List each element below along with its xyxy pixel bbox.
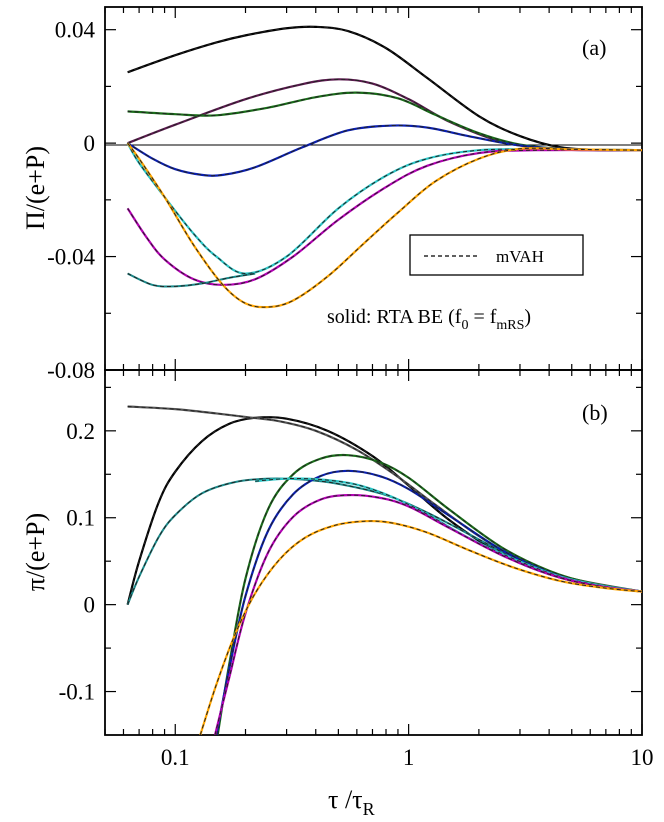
x-tick-label: 0.1 [161,745,190,770]
mvah-dashed-teal-dashed [127,273,256,288]
panel-a-series [126,25,642,309]
legend-box: mVAH [409,234,584,276]
mvah-dashed-orange [199,520,642,735]
panel-a-ticks: 0.04 0 -0.04 -0.08 [47,7,643,383]
mvah-dashed-blue [127,124,642,177]
panel-a: 0.04 0 -0.04 -0.08 (a) mVAH solid: RTA BE (… [21,6,643,383]
series-line-orange [199,519,642,735]
y-tick-label: 0.2 [66,419,95,444]
series-line-cyan [255,477,642,593]
y-tick-label: -0.04 [47,245,95,270]
y-tick-label: 0 [84,593,96,618]
series-line-teal-dashed [126,477,642,606]
y-tick-label: 0 [84,131,96,156]
panel-b-ticks: 0.1 1 10 0.2 0.1 0 -0.1 [59,370,654,770]
mvah-dashed-green [127,92,642,151]
series-line-green [216,453,642,735]
x-tick-label: 10 [631,745,654,770]
y-tick-label: 0.1 [66,506,95,531]
solid-note: solid: RTA BE (f0 = fmRS) [327,306,531,333]
panel-a-ylabel: Π/(e+P) [21,146,50,230]
y-tick-label: 0.04 [55,18,96,43]
mvah-dashed-blue [215,470,642,735]
series-line-black [127,25,642,152]
panel-b-series [126,405,642,735]
panel-b: 0.1 1 10 0.2 0.1 0 -0.1 (b) π/(e+P) [21,369,654,770]
y-tick-label: -0.1 [59,680,95,705]
mvah-dashed-magenta [214,494,642,735]
legend-frame [409,234,584,276]
x-tick-label: 1 [403,745,415,770]
x-axis-title: τ /τR [328,785,375,819]
mvah-dashed-green [217,454,642,735]
y-tick-label: -0.08 [47,358,95,383]
mvah-dashed-cyan [255,478,642,593]
panel-a-label: (a) [582,35,606,60]
series-line-magenta [213,493,642,735]
mvah-dashed-teal-dashed [127,477,642,605]
panel-b-label: (b) [582,400,608,425]
series-line-green [127,91,642,152]
mvah-dashed-orange [127,142,642,308]
legend-label: mVAH [496,247,544,266]
panel-b-ylabel: π/(e+P) [21,513,50,591]
mvah-dashed-magenta [127,149,642,286]
panel-b-frame [104,369,643,736]
